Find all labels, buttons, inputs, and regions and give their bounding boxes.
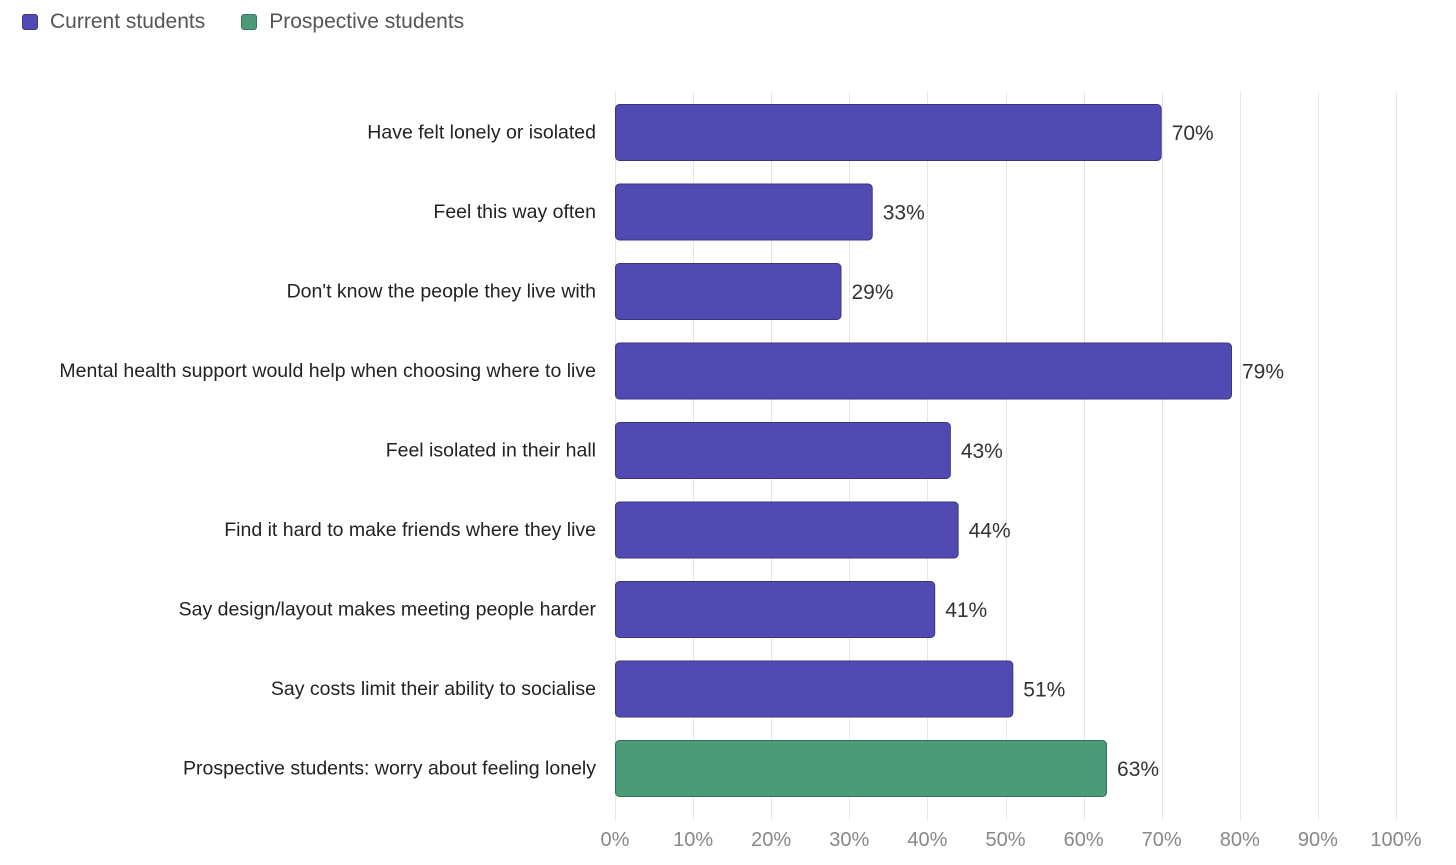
- bar-4[interactable]: [615, 342, 1232, 400]
- x-axis-ticks: 0% 10% 20% 30% 40% 50% 60% 70% 80% 90% 100%: [601, 829, 1422, 851]
- x-tick-label-50: 50%: [985, 829, 1025, 851]
- category-label-3: Don't know the people they live with: [287, 281, 596, 303]
- value-label-4: 79%: [1242, 361, 1284, 384]
- category-label-6: Find it hard to make friends where they …: [224, 519, 596, 541]
- value-label-5: 43%: [961, 440, 1003, 463]
- x-tick-label-100: 100%: [1370, 829, 1421, 851]
- category-label-2: Feel this way often: [433, 201, 596, 223]
- bar-7[interactable]: [615, 581, 936, 638]
- bar-1[interactable]: [615, 104, 1162, 161]
- x-tick-label-20: 20%: [751, 829, 791, 851]
- labels: Have felt lonely or isolated 70% Feel this…: [59, 122, 1284, 782]
- value-label-8: 51%: [1023, 679, 1065, 702]
- value-label-1: 70%: [1172, 122, 1214, 145]
- legend-label-current: Current students: [50, 10, 206, 33]
- bar-8[interactable]: [615, 660, 1014, 718]
- x-tick-label-60: 60%: [1064, 829, 1104, 851]
- category-label-1: Have felt lonely or isolated: [367, 122, 596, 144]
- value-label-6: 44%: [969, 520, 1011, 543]
- legend-swatch-prospective: [241, 14, 258, 30]
- x-tick-label-70: 70%: [1142, 829, 1182, 851]
- legend-item-current-students[interactable]: Current students: [22, 10, 205, 34]
- value-label-9: 63%: [1117, 758, 1159, 781]
- category-label-5: Feel isolated in their hall: [386, 440, 596, 462]
- x-tick-label-80: 80%: [1220, 829, 1260, 851]
- legend: Current students Prospective students: [22, 8, 500, 36]
- value-label-3: 29%: [851, 281, 893, 304]
- x-tick-label-90: 90%: [1298, 829, 1338, 851]
- x-tick-label-0: 0%: [601, 829, 630, 851]
- bar-6[interactable]: [615, 501, 959, 559]
- bar-2[interactable]: [615, 183, 873, 241]
- category-label-9: Prospective students: worry about feelin…: [183, 758, 596, 780]
- value-label-2: 33%: [883, 202, 925, 225]
- bar-9[interactable]: [615, 740, 1108, 797]
- bars: [615, 104, 1232, 797]
- bar-3[interactable]: [615, 263, 842, 320]
- x-tick-label-40: 40%: [907, 829, 947, 851]
- legend-item-prospective-students[interactable]: Prospective students: [241, 10, 464, 34]
- value-label-7: 41%: [945, 599, 987, 622]
- legend-swatch-current: [22, 14, 38, 30]
- category-label-4: Mental health support would help when ch…: [59, 360, 596, 382]
- bar-5[interactable]: [615, 422, 951, 479]
- x-tick-label-10: 10%: [673, 829, 713, 851]
- legend-label-prospective: Prospective students: [269, 10, 465, 33]
- category-label-8: Say costs limit their ability to sociali…: [271, 678, 596, 700]
- x-tick-label-30: 30%: [829, 829, 869, 851]
- category-label-7: Say design/layout makes meeting people h…: [179, 599, 597, 621]
